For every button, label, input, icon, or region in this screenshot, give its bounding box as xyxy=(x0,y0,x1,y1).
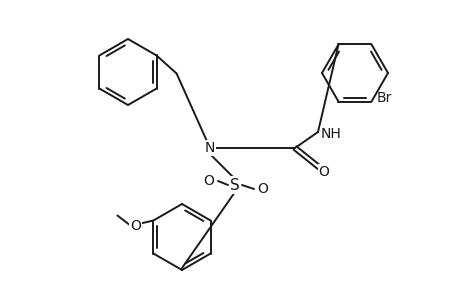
Text: NH: NH xyxy=(320,127,341,141)
Text: O: O xyxy=(257,182,268,196)
Text: N: N xyxy=(204,141,215,155)
Text: O: O xyxy=(130,218,140,233)
Text: O: O xyxy=(203,174,214,188)
Text: S: S xyxy=(230,178,239,193)
Text: Br: Br xyxy=(375,91,391,105)
Text: O: O xyxy=(318,165,329,179)
